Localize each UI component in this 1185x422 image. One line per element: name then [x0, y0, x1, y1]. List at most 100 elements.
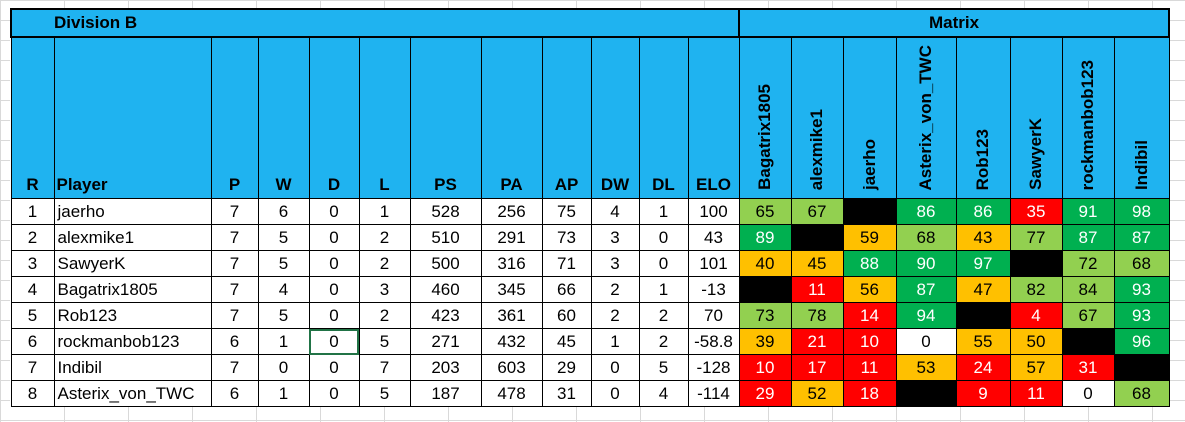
matrix-cell[interactable]: 57 — [1009, 354, 1063, 381]
matrix-cell[interactable]: 11 — [790, 276, 844, 303]
header-points-scored[interactable]: PS — [409, 36, 482, 199]
matrix-cell[interactable]: 52 — [790, 380, 844, 407]
draws-cell[interactable]: 0 — [308, 250, 360, 277]
points-against-cell[interactable]: 603 — [480, 354, 543, 381]
played-cell[interactable]: 6 — [210, 380, 259, 407]
wins-cell[interactable]: 4 — [257, 276, 310, 303]
losses-cell[interactable]: 5 — [358, 328, 411, 355]
matrix-cell[interactable] — [842, 198, 897, 225]
dw-cell[interactable]: 4 — [590, 198, 640, 225]
average-points-cell[interactable]: 71 — [541, 250, 592, 277]
player-cell[interactable]: Rob123 — [53, 302, 212, 329]
dl-cell[interactable]: 1 — [638, 198, 689, 225]
rank-cell[interactable]: 5 — [10, 302, 55, 329]
player-cell[interactable]: Asterix_von_TWC — [53, 380, 212, 407]
dw-cell[interactable]: 3 — [590, 224, 640, 251]
dw-cell[interactable]: 0 — [590, 380, 640, 407]
dw-cell[interactable]: 1 — [590, 328, 640, 355]
played-cell[interactable]: 7 — [210, 354, 259, 381]
elo-cell[interactable]: -13 — [687, 276, 740, 303]
matrix-cell[interactable] — [790, 224, 844, 251]
points-scored-cell[interactable]: 500 — [409, 250, 482, 277]
matrix-cell[interactable]: 39 — [738, 328, 792, 355]
matrix-cell[interactable]: 68 — [1113, 380, 1170, 407]
average-points-cell[interactable]: 66 — [541, 276, 592, 303]
draws-cell[interactable]: 0 — [308, 380, 360, 407]
matrix-cell[interactable]: 94 — [895, 302, 957, 329]
wins-cell[interactable]: 0 — [257, 354, 310, 381]
elo-cell[interactable]: 101 — [687, 250, 740, 277]
header-wins[interactable]: W — [257, 36, 310, 199]
draws-cell[interactable]: 0 — [308, 302, 360, 329]
matrix-cell[interactable]: 4 — [1009, 302, 1063, 329]
division-title[interactable]: Division B — [10, 8, 740, 38]
matrix-cell[interactable]: 97 — [955, 250, 1011, 277]
draws-cell[interactable]: 0 — [308, 198, 360, 225]
matrix-cell[interactable]: 0 — [895, 328, 957, 355]
losses-cell[interactable]: 2 — [358, 224, 411, 251]
rank-cell[interactable]: 6 — [10, 328, 55, 355]
header-elo[interactable]: ELO — [687, 36, 740, 199]
points-against-cell[interactable]: 316 — [480, 250, 543, 277]
wins-cell[interactable]: 5 — [257, 302, 310, 329]
matrix-cell[interactable] — [738, 276, 792, 303]
matrix-cell[interactable]: 31 — [1061, 354, 1115, 381]
matrix-cell[interactable]: 10 — [738, 354, 792, 381]
losses-cell[interactable]: 2 — [358, 250, 411, 277]
losses-cell[interactable]: 5 — [358, 380, 411, 407]
wins-cell[interactable]: 5 — [257, 250, 310, 277]
rank-cell[interactable]: 8 — [10, 380, 55, 407]
matrix-cell[interactable]: 65 — [738, 198, 792, 225]
dw-cell[interactable]: 2 — [590, 302, 640, 329]
matrix-cell[interactable]: 67 — [1061, 302, 1115, 329]
dw-cell[interactable]: 0 — [590, 354, 640, 381]
matrix-cell[interactable]: 29 — [738, 380, 792, 407]
points-against-cell[interactable]: 256 — [480, 198, 543, 225]
dl-cell[interactable]: 2 — [638, 328, 689, 355]
matrix-cell[interactable]: 55 — [955, 328, 1011, 355]
matrix-cell[interactable]: 40 — [738, 250, 792, 277]
matrix-cell[interactable]: 47 — [955, 276, 1011, 303]
rank-cell[interactable]: 3 — [10, 250, 55, 277]
dl-cell[interactable]: 0 — [638, 224, 689, 251]
matrix-cell[interactable]: 35 — [1009, 198, 1063, 225]
wins-cell[interactable]: 5 — [257, 224, 310, 251]
average-points-cell[interactable]: 75 — [541, 198, 592, 225]
played-cell[interactable]: 7 — [210, 302, 259, 329]
dl-cell[interactable]: 2 — [638, 302, 689, 329]
points-scored-cell[interactable]: 423 — [409, 302, 482, 329]
matrix-header-cell[interactable]: Indibil — [1113, 36, 1170, 199]
matrix-cell[interactable]: 88 — [842, 250, 897, 277]
player-cell[interactable]: jaerho — [53, 198, 212, 225]
player-cell[interactable]: SawyerK — [53, 250, 212, 277]
header-dw[interactable]: DW — [590, 36, 640, 199]
matrix-cell[interactable]: 96 — [1113, 328, 1170, 355]
draws-cell[interactable]: 0 — [308, 276, 360, 303]
played-cell[interactable]: 7 — [210, 250, 259, 277]
matrix-cell[interactable]: 10 — [842, 328, 897, 355]
header-draws[interactable]: D — [308, 36, 360, 199]
matrix-cell[interactable]: 59 — [842, 224, 897, 251]
dw-cell[interactable]: 3 — [590, 250, 640, 277]
dl-cell[interactable]: 4 — [638, 380, 689, 407]
average-points-cell[interactable]: 29 — [541, 354, 592, 381]
matrix-cell[interactable]: 84 — [1061, 276, 1115, 303]
played-cell[interactable]: 7 — [210, 198, 259, 225]
elo-cell[interactable]: 100 — [687, 198, 740, 225]
average-points-cell[interactable]: 60 — [541, 302, 592, 329]
matrix-header-cell[interactable]: rockmanbob123 — [1061, 36, 1115, 199]
wins-cell[interactable]: 6 — [257, 198, 310, 225]
points-against-cell[interactable]: 478 — [480, 380, 543, 407]
header-points-against[interactable]: PA — [480, 36, 543, 199]
matrix-cell[interactable] — [895, 380, 957, 407]
average-points-cell[interactable]: 31 — [541, 380, 592, 407]
elo-cell[interactable]: -114 — [687, 380, 740, 407]
matrix-cell[interactable]: 87 — [895, 276, 957, 303]
matrix-cell[interactable] — [1009, 250, 1063, 277]
header-rank[interactable]: R — [10, 36, 55, 199]
average-points-cell[interactable]: 45 — [541, 328, 592, 355]
matrix-cell[interactable]: 72 — [1061, 250, 1115, 277]
rank-cell[interactable]: 7 — [10, 354, 55, 381]
wins-cell[interactable]: 1 — [257, 328, 310, 355]
matrix-cell[interactable]: 90 — [895, 250, 957, 277]
